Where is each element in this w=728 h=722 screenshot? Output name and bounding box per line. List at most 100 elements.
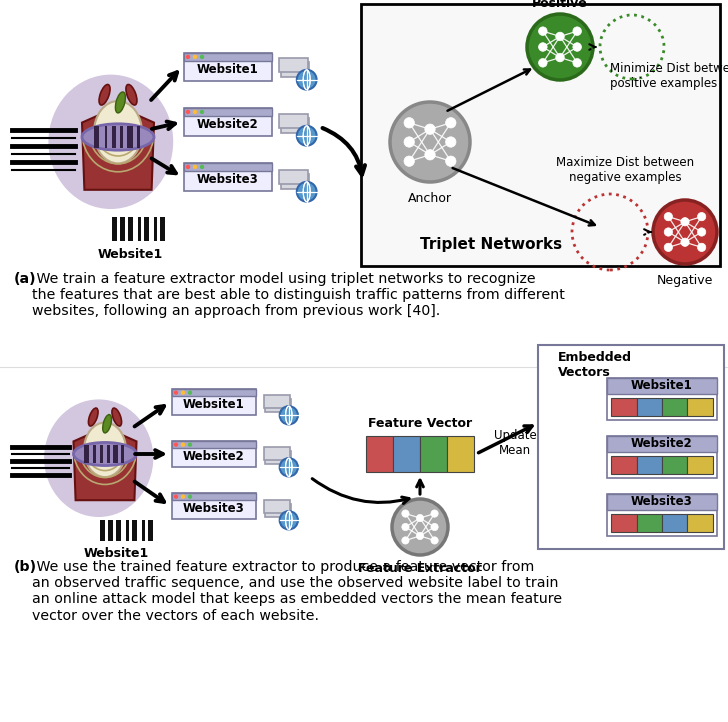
FancyBboxPatch shape — [420, 436, 447, 472]
Circle shape — [446, 136, 456, 147]
Circle shape — [431, 536, 438, 544]
Circle shape — [681, 238, 689, 246]
FancyBboxPatch shape — [107, 445, 110, 464]
FancyBboxPatch shape — [280, 113, 308, 128]
Circle shape — [431, 523, 438, 531]
FancyBboxPatch shape — [172, 493, 256, 500]
Text: Website3: Website3 — [183, 502, 245, 515]
Circle shape — [697, 243, 706, 251]
FancyBboxPatch shape — [281, 174, 309, 188]
FancyBboxPatch shape — [607, 494, 717, 536]
FancyBboxPatch shape — [120, 217, 125, 241]
FancyBboxPatch shape — [281, 62, 309, 77]
Text: Website2: Website2 — [197, 118, 259, 131]
Circle shape — [555, 32, 564, 40]
FancyBboxPatch shape — [116, 520, 121, 541]
Circle shape — [174, 391, 178, 395]
FancyBboxPatch shape — [142, 520, 145, 541]
Circle shape — [539, 58, 547, 67]
FancyBboxPatch shape — [112, 217, 117, 241]
Circle shape — [539, 27, 547, 35]
Circle shape — [527, 14, 593, 80]
Text: Update
Mean: Update Mean — [494, 429, 537, 457]
Polygon shape — [82, 106, 154, 190]
FancyBboxPatch shape — [280, 170, 308, 184]
Text: Website2: Website2 — [631, 438, 693, 451]
Circle shape — [280, 406, 298, 425]
FancyBboxPatch shape — [637, 514, 662, 532]
FancyBboxPatch shape — [607, 378, 717, 420]
Circle shape — [186, 55, 190, 59]
Circle shape — [280, 458, 298, 477]
Text: Website1: Website1 — [98, 248, 162, 261]
FancyBboxPatch shape — [612, 398, 637, 416]
Circle shape — [416, 514, 424, 522]
Circle shape — [402, 536, 409, 544]
Text: We train a feature extractor model using triplet networks to recognize
the featu: We train a feature extractor model using… — [32, 272, 565, 318]
Ellipse shape — [48, 74, 173, 209]
Circle shape — [193, 110, 197, 114]
FancyBboxPatch shape — [607, 436, 717, 478]
FancyBboxPatch shape — [154, 217, 157, 241]
Ellipse shape — [112, 408, 122, 426]
Circle shape — [199, 165, 204, 169]
Circle shape — [193, 55, 197, 59]
Circle shape — [697, 212, 706, 221]
Circle shape — [664, 212, 673, 221]
Circle shape — [188, 495, 192, 499]
Text: Website1: Website1 — [183, 398, 245, 411]
Text: Positive: Positive — [532, 0, 588, 10]
FancyBboxPatch shape — [184, 163, 272, 171]
FancyBboxPatch shape — [662, 514, 687, 532]
Ellipse shape — [74, 443, 137, 466]
Circle shape — [681, 217, 689, 226]
Text: Website1: Website1 — [197, 63, 259, 76]
Circle shape — [199, 110, 204, 114]
FancyBboxPatch shape — [148, 520, 153, 541]
Circle shape — [431, 510, 438, 517]
FancyBboxPatch shape — [184, 53, 272, 81]
FancyBboxPatch shape — [105, 126, 108, 147]
FancyBboxPatch shape — [138, 217, 141, 241]
FancyBboxPatch shape — [112, 126, 116, 147]
FancyBboxPatch shape — [100, 445, 103, 464]
Circle shape — [425, 124, 435, 134]
Text: Negative: Negative — [657, 274, 713, 287]
FancyBboxPatch shape — [447, 436, 474, 472]
FancyBboxPatch shape — [607, 436, 717, 452]
FancyBboxPatch shape — [184, 108, 272, 136]
Ellipse shape — [99, 84, 110, 105]
Circle shape — [664, 228, 673, 236]
FancyBboxPatch shape — [172, 441, 256, 467]
FancyBboxPatch shape — [637, 456, 662, 474]
Ellipse shape — [84, 422, 126, 477]
FancyBboxPatch shape — [361, 4, 720, 266]
Circle shape — [573, 58, 582, 67]
FancyBboxPatch shape — [538, 345, 724, 549]
Circle shape — [188, 391, 192, 395]
FancyBboxPatch shape — [172, 389, 256, 396]
Text: Website1: Website1 — [84, 547, 149, 560]
Circle shape — [280, 511, 298, 529]
FancyBboxPatch shape — [687, 514, 713, 532]
FancyBboxPatch shape — [662, 398, 687, 416]
FancyBboxPatch shape — [265, 399, 291, 412]
Circle shape — [573, 27, 582, 35]
FancyBboxPatch shape — [607, 494, 717, 510]
Text: Website3: Website3 — [631, 495, 693, 508]
Circle shape — [539, 43, 547, 51]
Text: Website2: Website2 — [183, 450, 245, 463]
Text: We use the trained feature extractor to produce a feature vector from
an observe: We use the trained feature extractor to … — [32, 560, 562, 622]
Ellipse shape — [94, 101, 142, 163]
Text: Triplet Networks: Triplet Networks — [420, 237, 562, 252]
Text: Anchor: Anchor — [408, 192, 452, 205]
FancyBboxPatch shape — [607, 378, 717, 394]
Circle shape — [188, 443, 192, 447]
FancyBboxPatch shape — [281, 118, 309, 133]
FancyBboxPatch shape — [126, 520, 129, 541]
FancyBboxPatch shape — [100, 520, 105, 541]
Ellipse shape — [82, 123, 154, 150]
Circle shape — [446, 118, 456, 128]
FancyBboxPatch shape — [265, 504, 291, 518]
FancyBboxPatch shape — [393, 436, 420, 472]
